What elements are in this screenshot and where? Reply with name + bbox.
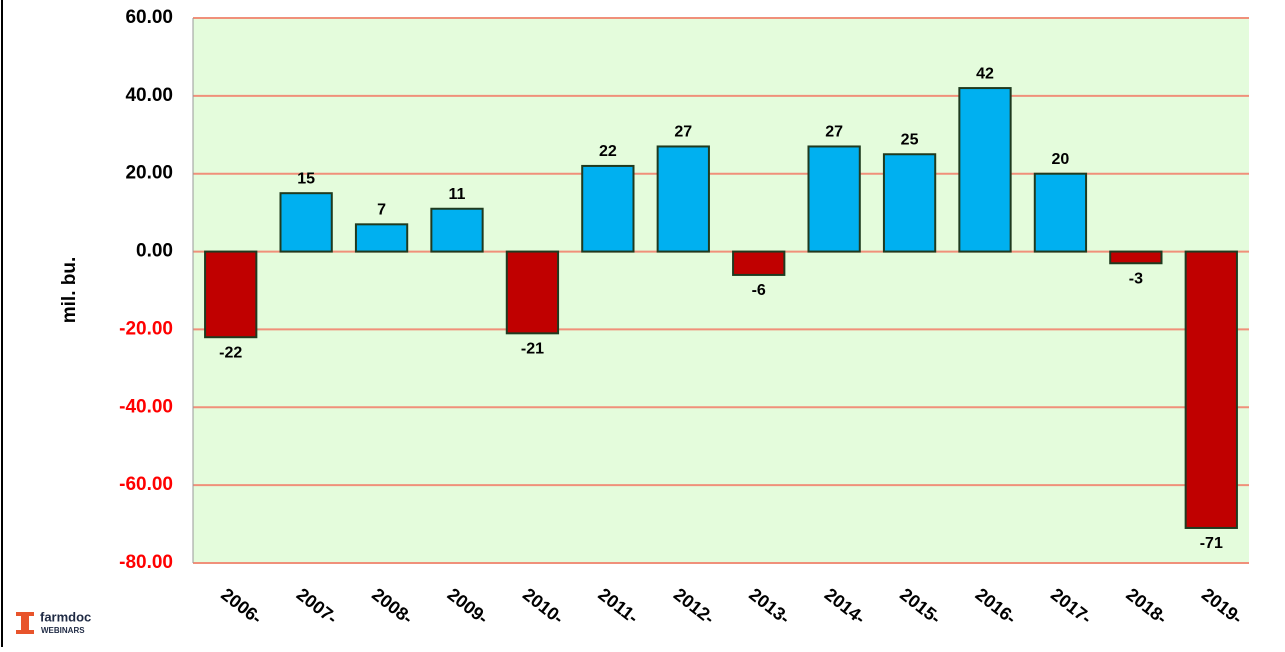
x-tick-label: 2012-: [670, 584, 719, 628]
y-tick-label: -60.00: [119, 474, 173, 495]
bar: [581, 164, 635, 253]
data-label: -3: [1129, 270, 1143, 287]
x-tick-label: 2008-: [368, 584, 417, 628]
data-label: 15: [297, 170, 315, 187]
bar: [1184, 250, 1238, 529]
data-label: 25: [901, 131, 919, 148]
x-tick-label: 2010-: [519, 584, 568, 628]
y-tick-label: -40.00: [119, 396, 173, 417]
x-tick-label: 2006-: [217, 584, 266, 628]
x-tick-label: 2007-: [293, 584, 342, 628]
bar: [354, 223, 409, 253]
bar: [279, 192, 333, 253]
y-tick-label: 0.00: [136, 241, 173, 262]
x-tick-label: 2015-: [896, 584, 945, 628]
data-label: 7: [377, 202, 386, 219]
y-tick-label: 60.00: [125, 7, 173, 28]
data-label: 11: [449, 186, 466, 203]
x-tick-label: 2014-: [821, 584, 870, 628]
plot-area: [193, 18, 1249, 563]
y-axis-label: mil. bu.: [59, 257, 80, 324]
data-label: 27: [825, 124, 843, 141]
logo-name: farmdoc: [40, 609, 91, 624]
x-tick-label: 2009-: [444, 584, 493, 628]
data-label: 20: [1052, 151, 1070, 168]
y-tick-label: 20.00: [125, 163, 173, 184]
bar: [430, 207, 484, 253]
bar: [732, 250, 786, 276]
y-tick-label: -20.00: [119, 318, 173, 339]
data-label: 42: [976, 65, 994, 82]
x-tick-label: 2011-: [594, 584, 642, 627]
logo-subtitle: WEBINARS: [41, 626, 85, 635]
x-tick-label: 2013-: [745, 584, 794, 628]
x-tick-label: 2018-: [1122, 584, 1171, 628]
logo: farmdoc WEBINARS: [16, 609, 91, 635]
data-label: -21: [521, 341, 544, 358]
data-label: -71: [1200, 535, 1223, 552]
logo-icon: [16, 612, 34, 634]
data-label: 27: [674, 124, 692, 141]
bar: [882, 153, 937, 253]
bar: [204, 250, 258, 339]
y-tick-label: 40.00: [125, 85, 173, 106]
bar: [958, 87, 1012, 253]
bar: [505, 250, 560, 335]
data-label: 22: [599, 143, 617, 160]
y-tick-label: -80.00: [119, 552, 173, 573]
bar: [1033, 172, 1088, 253]
bar: [656, 145, 710, 253]
bar: [1109, 250, 1163, 265]
x-tick-label: 2016-: [972, 584, 1021, 628]
x-tick-label: 2019-: [1198, 584, 1247, 628]
data-label: -6: [752, 282, 766, 299]
bar: [807, 145, 861, 253]
data-label: -22: [219, 344, 242, 361]
x-tick-label: 2017-: [1047, 584, 1096, 628]
